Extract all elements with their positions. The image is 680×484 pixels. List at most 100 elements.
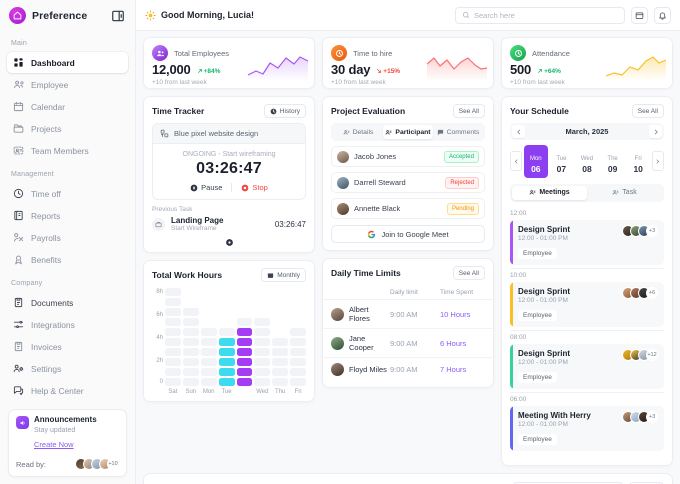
tracker-project-name: Blue pixel website design: [174, 129, 259, 138]
sidebar-item-time-off[interactable]: Time off: [7, 183, 128, 204]
chart-cell: [183, 288, 199, 296]
sidebar-item-label: Team Members: [31, 145, 89, 156]
sidebar-item-dashboard[interactable]: Dashboard: [7, 52, 128, 73]
chevron-right-icon: [654, 129, 658, 134]
schedule-event[interactable]: Meeting With Herry 12:00 - 01:00 PM +3: [510, 405, 664, 451]
stat-card-attendance[interactable]: Attendance 500 +64% +10 from last week: [501, 37, 673, 89]
event-attendees: +3: [622, 410, 658, 423]
see-all-button[interactable]: See All: [452, 266, 485, 280]
announcements-card: Announcements Stay updated Create Now Re…: [8, 409, 127, 477]
nav-section-label: Management: [11, 171, 54, 178]
daily-limit: 9:00 AM: [390, 309, 418, 319]
time-spent: 6 Hours: [440, 338, 467, 348]
see-all-button[interactable]: See All: [452, 104, 485, 118]
prev-day-button[interactable]: [510, 151, 522, 172]
participant-row[interactable]: Annette Black Pending: [331, 198, 485, 219]
document-icon: [13, 297, 24, 308]
prev-month-button[interactable]: [512, 125, 525, 138]
chart-cell: [200, 368, 217, 377]
sidebar-item-benefits[interactable]: Benefits: [7, 249, 128, 270]
read-by-row: Read by: +10: [16, 458, 119, 470]
attendee-overflow-count: +3: [646, 224, 658, 237]
sidebar-item-help-center[interactable]: Help & Center: [7, 380, 128, 401]
schedule-event[interactable]: Design Sprint 12:00 - 01:00 PM +6: [510, 281, 664, 327]
chart-column: [182, 288, 199, 387]
stop-button[interactable]: Stop: [232, 183, 276, 192]
tab-task[interactable]: Task: [587, 186, 662, 200]
work-hours-chart: 8h 6h 4h 2h 0 Sat Sun Mon Tue Wed Thu Fri: [144, 287, 314, 401]
sidebar-item-label: Employee: [31, 79, 69, 90]
sidebar-item-integrations[interactable]: Integrations: [7, 314, 128, 335]
stat-card-time-to-hire[interactable]: Time to hire 30 day +15% +10 from last w…: [322, 37, 494, 89]
schedule-event[interactable]: Design Sprint 12:00 - 01:00 PM +12: [510, 343, 664, 389]
sidebar-toggle-icon[interactable]: [111, 9, 125, 23]
day-wed[interactable]: Wed 08: [575, 145, 599, 178]
period-selector[interactable]: Monthly: [261, 268, 306, 283]
employee-name: Floyd Miles: [349, 365, 387, 374]
sidebar-item-reports[interactable]: Reports: [7, 205, 128, 226]
participant-row[interactable]: Jacob Jones Accepted: [331, 146, 485, 167]
day-mon[interactable]: Mon 06: [524, 145, 548, 178]
x-tick: Wed: [256, 389, 269, 396]
chart-cell: [219, 288, 235, 296]
table-row[interactable]: Floyd Miles 9:00 AM 7 Hours: [323, 357, 493, 381]
search-field[interactable]: [474, 10, 618, 20]
notifications-button[interactable]: [654, 6, 671, 24]
chart-cell: [218, 338, 235, 347]
chart-cell: [165, 358, 181, 367]
next-day-button[interactable]: [651, 151, 664, 172]
chart-cell: [290, 378, 306, 387]
sidebar-item-team-members[interactable]: Team Members: [7, 140, 128, 161]
chart-cell: [219, 318, 235, 326]
sidebar-item-projects[interactable]: Projects: [7, 118, 128, 139]
chart-cell: [272, 318, 288, 326]
table-row[interactable]: Jane Cooper 9:00 AM 6 Hours: [323, 328, 493, 357]
sidebar-item-documents[interactable]: Documents: [7, 292, 128, 313]
chart-cell: [165, 328, 181, 337]
sidebar-item-label: Dashboard: [31, 57, 75, 68]
topbar: Good Morning, Lucia!: [136, 0, 680, 31]
chart-cell: [254, 318, 271, 327]
day-tue[interactable]: Tue 07: [550, 145, 574, 178]
join-google-meet-button[interactable]: Join to Google Meet: [331, 225, 485, 243]
see-all-button[interactable]: See All: [631, 104, 664, 118]
sidebar-item-payrolls[interactable]: Payrolls: [7, 227, 128, 248]
chart-cell: [236, 348, 253, 357]
x-tick: Mon: [202, 389, 215, 396]
column-header: Time Spent: [440, 289, 473, 296]
payroll-icon: [13, 232, 24, 243]
tab-details[interactable]: Details: [333, 125, 383, 139]
stat-card-total-employees[interactable]: Total Employees 12,000 +84% +10 from las…: [143, 37, 315, 89]
courses-search-input[interactable]: [512, 482, 623, 484]
more-options-icon[interactable]: [144, 237, 314, 252]
tab-participant[interactable]: Participant: [383, 125, 433, 139]
announcement-header: Announcements Stay updated Create Now: [16, 415, 119, 452]
calendar-button[interactable]: [631, 6, 648, 24]
sidebar-item-settings[interactable]: Settings: [7, 358, 128, 379]
day-fri[interactable]: Fri 10: [626, 145, 650, 178]
sidebar-item-employee[interactable]: Employee: [7, 74, 128, 95]
participant-row[interactable]: Darrell Steward Rejected: [331, 172, 485, 193]
chart-cell: [254, 298, 270, 306]
attendance-overview-card: Attendance Overview See All Employee Pro…: [143, 473, 673, 484]
history-button[interactable]: History: [263, 104, 306, 118]
sidebar-item-calendar[interactable]: Calendar: [7, 96, 128, 117]
pause-button[interactable]: Pause: [181, 183, 233, 192]
tab-comments[interactable]: Comments: [433, 125, 483, 139]
create-now-link[interactable]: Create Now: [34, 440, 74, 449]
sidebar-item-invoices[interactable]: Invoices: [7, 336, 128, 357]
chart-cell: [219, 298, 235, 306]
x-tick: Thu: [275, 389, 286, 396]
chart-cell: [200, 378, 217, 387]
tab-meetings[interactable]: Meetings: [512, 185, 587, 200]
chart-cell: [165, 378, 181, 387]
table-row[interactable]: Albert Flores 9:00 AM 10 Hours: [323, 299, 493, 328]
next-month-button[interactable]: [649, 125, 662, 138]
schedule-event[interactable]: Design Sprint 12:00 - 01:00 PM +3: [510, 219, 664, 265]
search-input[interactable]: [455, 6, 625, 24]
timeline-time: 08:00: [510, 329, 664, 344]
sidebar-item-label: Time off: [31, 188, 61, 199]
day-thu[interactable]: The 09: [601, 145, 625, 178]
previous-task-row[interactable]: Landing Page Start Wireframe 03:26:47: [144, 216, 314, 237]
folder-icon: [13, 123, 24, 134]
